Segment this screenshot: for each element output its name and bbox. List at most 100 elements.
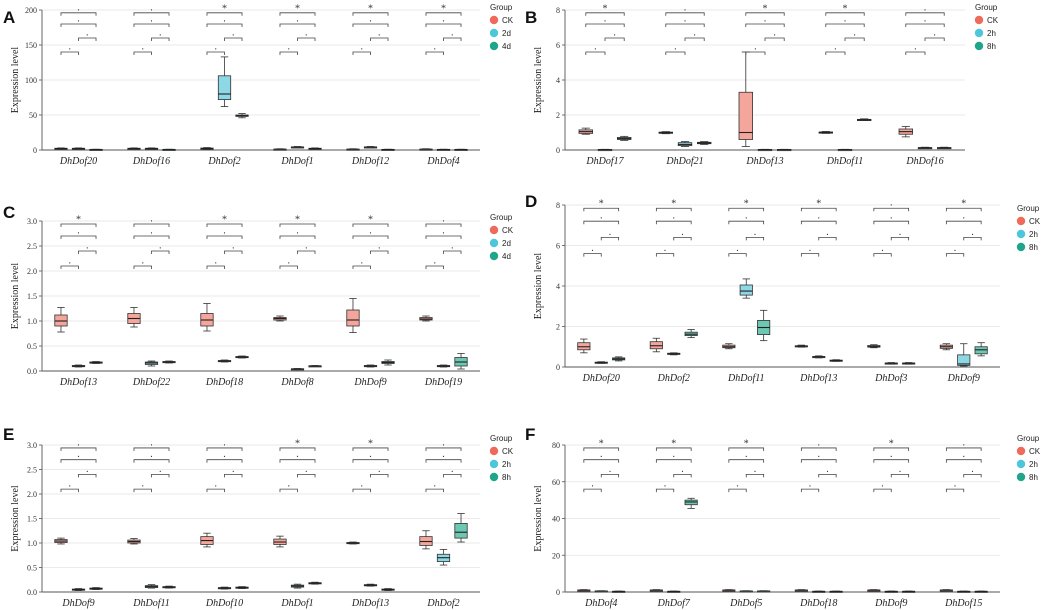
bracket-ck-vs-g2 [825, 51, 846, 55]
bracket-g2-vs-g3 [443, 37, 462, 41]
bracket-ck-vs-g2 [206, 488, 225, 493]
legend-swatch [1016, 472, 1026, 482]
significance-mark: . [844, 14, 847, 25]
significance-mark: . [77, 2, 80, 13]
significance-mark: . [604, 14, 607, 25]
legend-swatch [489, 472, 499, 482]
significance-mark: . [853, 28, 856, 39]
significance-mark: . [150, 437, 153, 448]
bracket-g2-vs-g3 [600, 474, 620, 478]
bracket-g2-vs-g3 [297, 250, 316, 254]
bracket-ck-vs-g2 [206, 51, 225, 55]
significance-mark: * [222, 3, 227, 14]
legend-swatch [974, 41, 984, 51]
bracket-ck-vs-g2 [206, 265, 225, 269]
y-tick-label: 3.0 [27, 217, 37, 226]
significance-mark: * [76, 215, 81, 226]
bracket-g2-vs-g3 [370, 474, 389, 478]
y-tick-label: 8 [556, 6, 560, 15]
bracket-ck-vs-g3-inner [665, 23, 705, 27]
significance-mark: . [674, 42, 677, 53]
bracket-ck-vs-g2 [352, 488, 371, 493]
significance-mark: . [77, 449, 80, 460]
y-tick-label: 2.0 [27, 490, 37, 499]
significance-mark: . [232, 28, 235, 39]
box-CK [346, 309, 360, 327]
bracket-ck-vs-g2 [745, 51, 766, 55]
significance-mark: . [591, 243, 594, 254]
panel-label: D [525, 192, 537, 211]
y-tick-label: 0.5 [27, 342, 37, 351]
significance-mark: * [295, 215, 300, 226]
significance-mark: . [433, 479, 436, 490]
y-tick-label: 3.0 [27, 441, 37, 450]
bracket-overall [425, 447, 462, 451]
significance-mark: . [673, 211, 676, 222]
bracket-ck-vs-g2 [133, 265, 152, 269]
panel-label: E [3, 425, 14, 444]
legend-swatch [1016, 242, 1026, 252]
significance-mark: . [150, 214, 153, 225]
significance-mark: . [141, 42, 144, 53]
bracket-ck-vs-g3-inner [825, 23, 865, 27]
y-tick-label: 0 [556, 588, 560, 597]
bracket-overall [905, 12, 945, 16]
y-tick-label: 4 [556, 282, 560, 291]
category-label: DhDof22 [132, 377, 170, 388]
legend-item: CK [1029, 217, 1041, 226]
legend-swatch [974, 15, 984, 25]
box-2h [739, 284, 753, 296]
bracket-ck-vs-g2 [873, 253, 892, 257]
bracket-ck-vs-g2 [655, 488, 675, 493]
significance-mark: * [441, 3, 446, 14]
legend-item: CK [502, 16, 514, 25]
bracket-g2-vs-g3 [963, 237, 982, 241]
significance-mark: * [599, 438, 604, 449]
significance-mark: . [296, 14, 299, 25]
category-label: DhDof18 [799, 598, 837, 609]
bracket-g2-vs-g3 [818, 474, 837, 478]
bracket-overall [655, 447, 692, 451]
significance-mark: . [881, 243, 884, 254]
bracket-ck-vs-g3-inner [352, 459, 389, 463]
bracket-ck-vs-g2 [425, 51, 444, 55]
significance-mark: * [222, 215, 227, 226]
legend-item: 2h [502, 460, 511, 469]
bracket-ck-vs-g3-inner [133, 235, 170, 239]
y-axis-title: Expression level [10, 485, 21, 552]
panel-label: C [3, 203, 15, 222]
significance-mark: . [914, 42, 917, 53]
significance-mark: . [954, 479, 957, 490]
significance-mark: . [223, 226, 226, 237]
y-tick-label: 2 [556, 323, 560, 332]
significance-mark: . [360, 479, 363, 490]
legend-item: 8h [987, 42, 996, 51]
bracket-ck-vs-g2 [133, 488, 152, 493]
significance-mark: . [609, 464, 612, 475]
box-CK [738, 91, 754, 140]
category-label: DhDof13 [745, 156, 783, 167]
bracket-overall [352, 223, 389, 227]
significance-mark: . [613, 28, 616, 39]
bracket-ck-vs-g2 [728, 253, 747, 257]
legend-item: CK [502, 447, 514, 456]
significance-mark: . [924, 14, 927, 25]
bracket-g2-vs-g3 [151, 37, 170, 41]
significance-mark: . [684, 14, 687, 25]
category-label: DhDof11 [727, 373, 764, 384]
significance-mark: . [899, 464, 902, 475]
category-label: DhDof7 [657, 598, 691, 609]
significance-mark: . [971, 227, 974, 238]
significance-mark: . [86, 241, 89, 252]
bracket-overall [279, 223, 316, 227]
bracket-ck-vs-g2 [352, 51, 371, 55]
legend-title: Group [490, 3, 513, 12]
significance-mark: . [68, 42, 71, 53]
category-label: DhDof1 [280, 598, 313, 609]
bracket-ck-vs-g2 [945, 253, 965, 257]
category-label: DhDof3 [874, 373, 907, 384]
bracket-overall [352, 447, 389, 451]
